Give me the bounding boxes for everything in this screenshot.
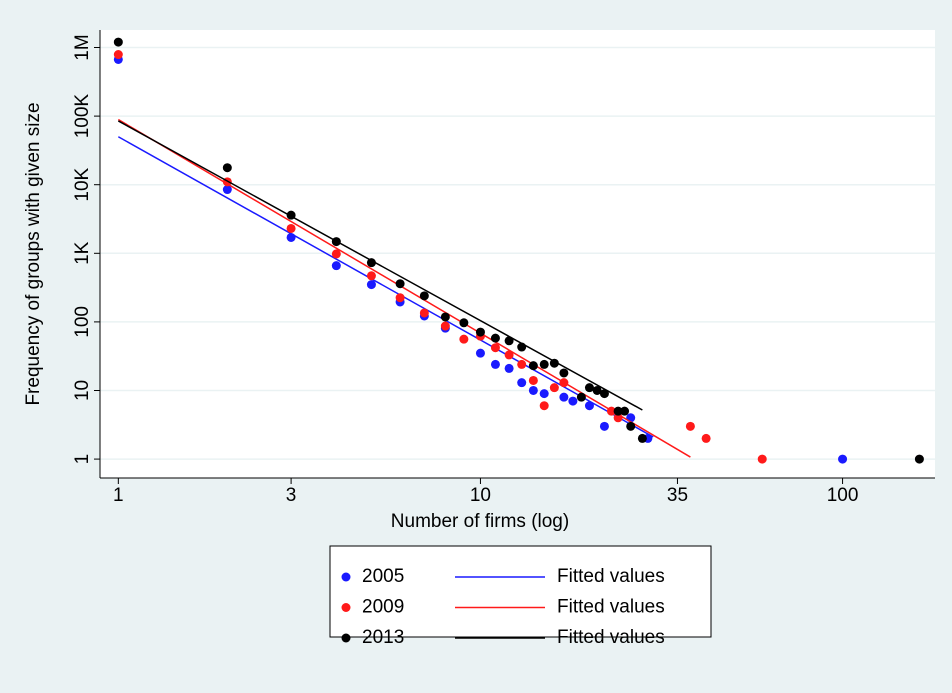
legend-box bbox=[329, 545, 712, 638]
data-point bbox=[685, 421, 695, 431]
data-point bbox=[592, 385, 602, 395]
y-tick-label: 10 bbox=[72, 380, 93, 401]
legend-marker bbox=[341, 603, 351, 612]
data-point bbox=[626, 413, 636, 423]
data-point bbox=[331, 261, 341, 271]
data-point bbox=[504, 350, 514, 360]
data-point bbox=[528, 375, 538, 385]
data-point bbox=[549, 383, 559, 393]
data-point bbox=[490, 359, 500, 369]
data-point bbox=[419, 308, 429, 318]
data-point bbox=[366, 280, 376, 290]
legend-marker bbox=[341, 572, 351, 582]
data-point bbox=[620, 406, 630, 416]
data-point bbox=[757, 454, 767, 464]
x-tick-label: 35 bbox=[667, 485, 688, 506]
data-point bbox=[490, 343, 500, 353]
data-point bbox=[626, 421, 636, 431]
y-tick-label: 100K bbox=[72, 94, 93, 139]
legend-label: 2009 bbox=[362, 597, 404, 618]
data-point bbox=[222, 185, 232, 195]
data-point bbox=[395, 279, 405, 289]
data-point bbox=[286, 223, 296, 233]
data-point bbox=[440, 312, 450, 322]
data-point bbox=[701, 433, 711, 443]
data-point bbox=[331, 249, 341, 259]
legend-label: Fitted values bbox=[557, 597, 665, 618]
data-point bbox=[559, 368, 569, 378]
data-point bbox=[517, 359, 527, 369]
legend-marker bbox=[341, 633, 351, 643]
data-point bbox=[366, 271, 376, 281]
y-tick-label: 1M bbox=[72, 34, 93, 60]
legend-label: 2013 bbox=[362, 627, 404, 648]
data-point bbox=[584, 401, 594, 411]
data-point bbox=[539, 389, 549, 399]
y-tick-label: 1 bbox=[72, 454, 93, 465]
data-point bbox=[440, 321, 450, 331]
y-tick-label: 100 bbox=[72, 306, 93, 338]
data-point bbox=[490, 333, 500, 343]
x-tick-label: 1 bbox=[113, 485, 124, 506]
data-point bbox=[559, 392, 569, 402]
data-point bbox=[419, 291, 429, 301]
y-tick-label: 1K bbox=[72, 241, 93, 265]
data-point bbox=[613, 406, 623, 416]
legend-label: 2005 bbox=[362, 566, 404, 587]
data-point bbox=[504, 363, 514, 373]
y-tick-label: 10K bbox=[72, 167, 93, 201]
data-point bbox=[568, 396, 578, 406]
data-point bbox=[584, 383, 594, 393]
data-point bbox=[576, 392, 586, 402]
data-point bbox=[475, 327, 485, 337]
data-point bbox=[222, 163, 232, 173]
data-point bbox=[528, 361, 538, 371]
data-point bbox=[475, 348, 485, 358]
data-point bbox=[637, 433, 647, 443]
y-axis-title: Frequency of groups with given size bbox=[23, 102, 44, 405]
x-tick-label: 3 bbox=[286, 485, 297, 506]
data-point bbox=[599, 421, 609, 431]
data-point bbox=[599, 389, 609, 399]
fit-line bbox=[117, 120, 643, 411]
data-point bbox=[113, 50, 123, 60]
data-point bbox=[459, 334, 469, 344]
fit-line bbox=[117, 118, 691, 458]
data-point bbox=[539, 401, 549, 411]
data-point bbox=[459, 318, 469, 328]
x-tick-label: 10 bbox=[470, 485, 491, 506]
data-point bbox=[113, 37, 123, 47]
data-point bbox=[838, 454, 848, 464]
data-point bbox=[528, 385, 538, 395]
x-tick-label: 100 bbox=[827, 485, 859, 506]
data-point bbox=[914, 454, 924, 464]
data-point bbox=[395, 293, 405, 303]
data-point bbox=[366, 258, 376, 268]
legend-label: Fitted values bbox=[557, 566, 665, 587]
data-point bbox=[539, 359, 549, 369]
legend-label: Fitted values bbox=[557, 627, 665, 648]
x-axis-title: Number of firms (log) bbox=[391, 511, 569, 532]
data-point bbox=[517, 378, 527, 388]
